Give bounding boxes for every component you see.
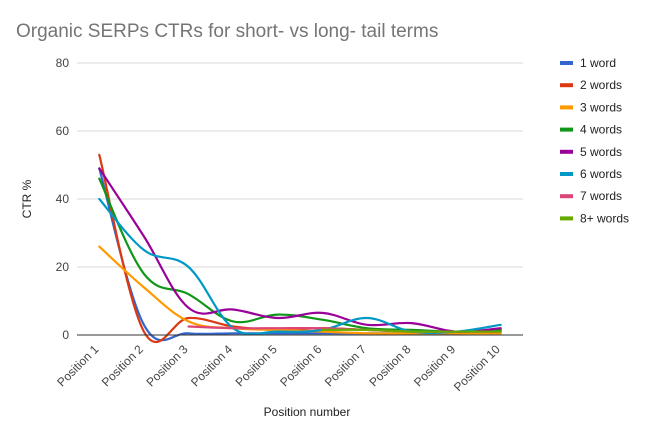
- y-axis-ticks: 0 20 40 60 80: [56, 56, 70, 342]
- y-tick-label: 0: [62, 328, 69, 342]
- x-tick-label: Position 9: [411, 342, 458, 389]
- y-tick-label: 60: [56, 124, 70, 138]
- x-axis-label: Position number: [264, 405, 351, 419]
- legend-item-2-words: 2 words: [560, 78, 622, 92]
- legend-item-3-words: 3 words: [560, 100, 622, 114]
- series-line-4-words: [98, 177, 502, 333]
- legend-item-1-word: 1 word: [560, 56, 616, 70]
- series-line-5-words: [98, 167, 502, 333]
- series-lines: [98, 153, 502, 343]
- x-tick-label: Position 3: [143, 342, 190, 389]
- legend-item-4-words: 4 words: [560, 123, 622, 137]
- legend-swatch: [560, 61, 573, 65]
- gridlines: [77, 62, 523, 268]
- series-line-2-words: [98, 153, 502, 343]
- legend-label: 1 word: [580, 56, 616, 70]
- y-tick-label: 40: [56, 192, 70, 206]
- legend-label: 6 words: [580, 167, 622, 181]
- x-tick-label: Position 5: [233, 342, 280, 389]
- legend-swatch: [560, 194, 573, 199]
- x-tick-label: Position 6: [277, 342, 324, 389]
- legend: 1 word 2 words 3 words 4 words 5 words 6 word…: [560, 56, 629, 225]
- legend-label: 4 words: [580, 123, 622, 137]
- legend-swatch: [560, 105, 573, 110]
- chart-title: Organic SERPs CTRs for short- vs long- t…: [16, 21, 438, 42]
- x-tick-label: Position 2: [99, 342, 146, 389]
- series-line-8-words: [321, 328, 502, 333]
- legend-swatch: [560, 83, 573, 88]
- y-tick-label: 80: [56, 56, 70, 70]
- legend-label: 2 words: [580, 78, 622, 92]
- legend-item-5-words: 5 words: [560, 145, 622, 159]
- series-line-3-words: [98, 245, 502, 335]
- legend-item-6-words: 6 words: [560, 167, 622, 181]
- legend-item-8-words: 8+ words: [560, 211, 629, 225]
- series-line-6-words: [98, 197, 502, 336]
- x-tick-label: Position 10: [451, 342, 503, 394]
- y-axis-label: CTR %: [20, 179, 34, 218]
- legend-swatch: [560, 149, 573, 154]
- legend-swatch: [560, 216, 573, 221]
- y-tick-label: 20: [56, 260, 70, 274]
- x-tick-label: Position 1: [54, 342, 101, 389]
- legend-label: 5 words: [580, 145, 622, 159]
- legend-label: 3 words: [580, 100, 622, 114]
- legend-label: 7 words: [580, 189, 622, 203]
- legend-label: 8+ words: [580, 211, 629, 225]
- legend-swatch: [560, 127, 573, 132]
- x-tick-label: Position 8: [366, 342, 413, 389]
- legend-item-7-words: 7 words: [560, 189, 622, 203]
- legend-swatch: [560, 172, 573, 176]
- x-tick-label: Position 4: [188, 342, 235, 389]
- x-tick-label: Position 7: [322, 342, 369, 389]
